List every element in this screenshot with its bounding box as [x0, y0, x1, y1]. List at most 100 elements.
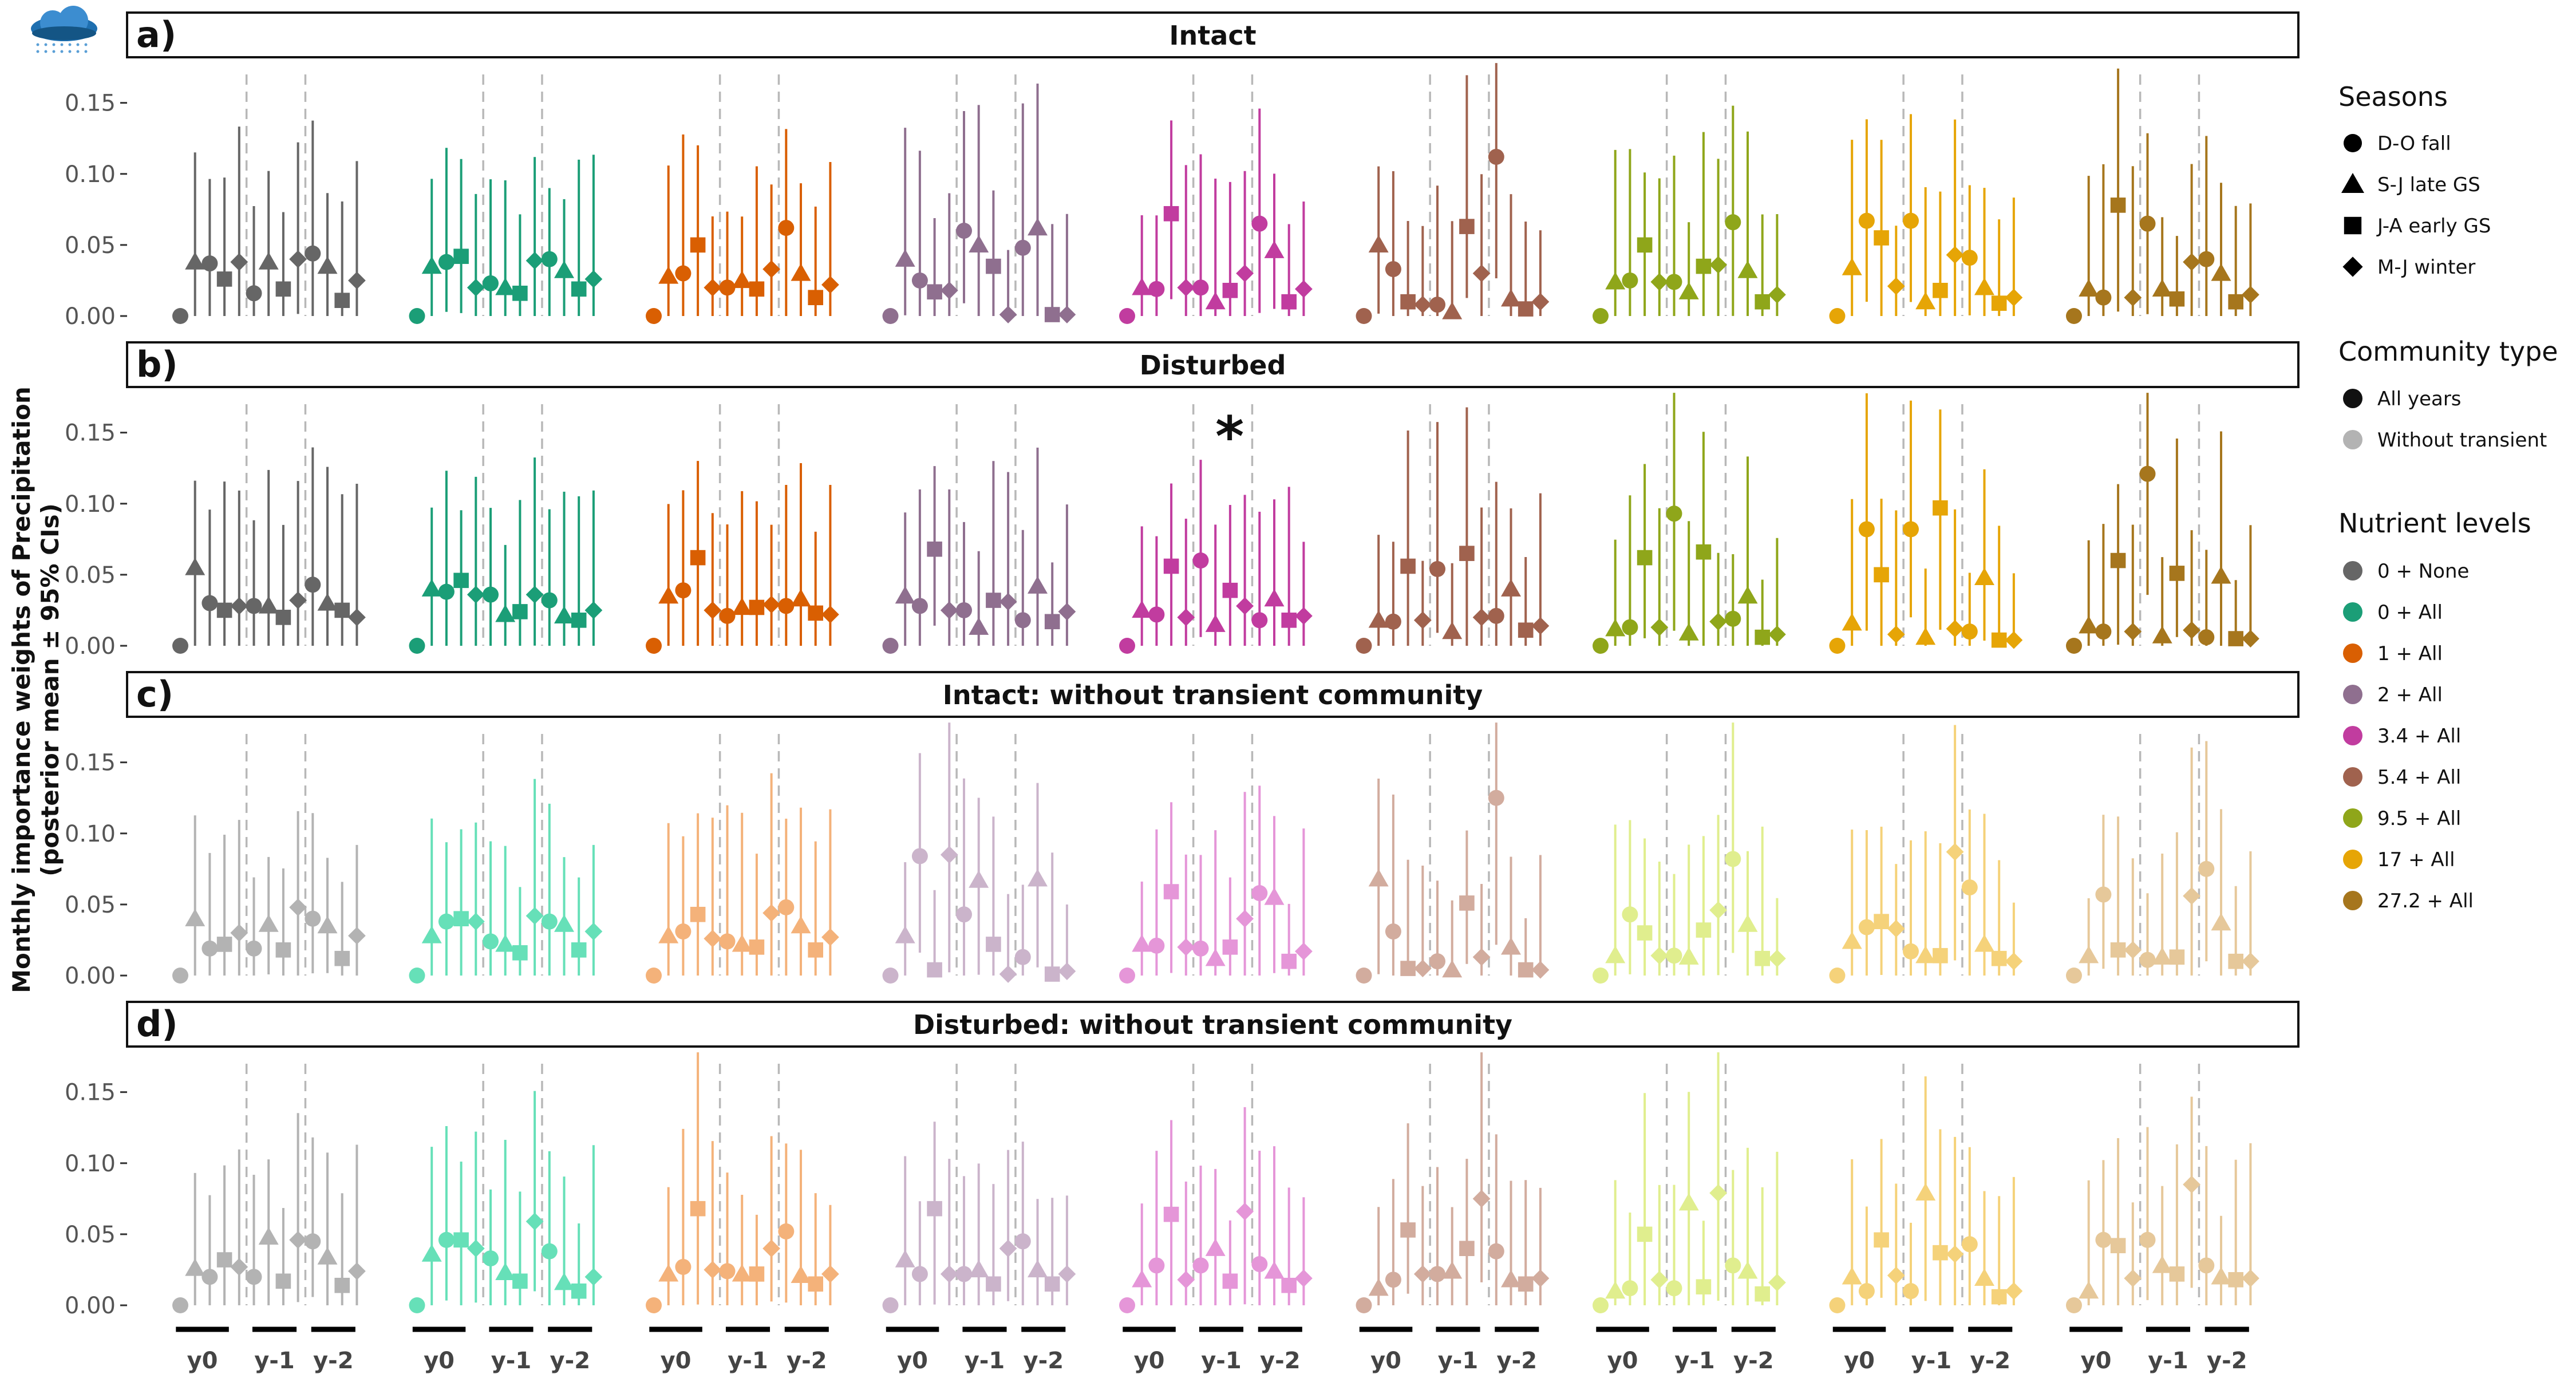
panel-title: Disturbed [1140, 350, 1286, 381]
point-circle [1148, 606, 1165, 623]
point-circle [483, 1250, 499, 1267]
point-square [986, 593, 1001, 608]
group-3-4-all [1119, 734, 1313, 984]
point-triangle [791, 263, 811, 281]
panels: a) Intact 0.00 0.05 0.10 0.15 b) Disturbed 0.00 0… [65, 11, 2300, 1319]
point-diamond [704, 1261, 722, 1279]
point-square [571, 1283, 587, 1299]
point-square [690, 237, 706, 253]
point-diamond [999, 1239, 1017, 1258]
point-circle [1385, 613, 1401, 630]
point-square [512, 285, 528, 301]
point-triangle [1842, 613, 1862, 631]
legend-key-diamond [2342, 256, 2363, 277]
point-diamond [467, 278, 485, 297]
point-diamond [2183, 1175, 2200, 1194]
point-diamond [1295, 942, 1313, 961]
point-triangle [1501, 937, 1521, 955]
point-square [986, 1276, 1001, 1292]
group-1-all [646, 74, 839, 324]
point-triangle [1205, 614, 1226, 632]
point-circle [1903, 943, 1919, 960]
rain-drop [60, 50, 64, 53]
point-diamond [2124, 622, 2142, 641]
point-circle [1119, 1297, 1135, 1313]
point-diamond [289, 1231, 307, 1249]
point-triangle [317, 593, 338, 611]
point-square [1637, 1226, 1653, 1242]
point-circle [1356, 308, 1372, 324]
group-0-none [172, 74, 366, 324]
point-circle [202, 940, 218, 957]
point-circle [172, 968, 188, 984]
point-circle [882, 1297, 899, 1313]
x-tick-label: y0 [661, 1348, 692, 1374]
legend-label: M-J winter [2377, 256, 2475, 279]
point-circle [2198, 251, 2215, 267]
point-triangle [2079, 279, 2099, 297]
point-diamond [1058, 306, 1076, 323]
point-triangle [1442, 1261, 1463, 1279]
point-square [1044, 1276, 1060, 1292]
point-triangle [1678, 623, 1699, 641]
point-circle [646, 1297, 662, 1313]
point-triangle [1501, 1269, 1521, 1288]
point-diamond [1472, 1190, 1491, 1208]
point-square [1696, 1279, 1712, 1295]
group-27-2-all [2066, 1064, 2259, 1313]
y-tick-label: 0.10 [65, 161, 116, 188]
point-square [2228, 631, 2243, 646]
x-tick-label: y-2 [1733, 1348, 1774, 1374]
point-diamond [230, 924, 248, 942]
x-tick-label: y-2 [550, 1348, 591, 1374]
legend-label: 2 + All [2377, 684, 2443, 706]
point-circle [483, 933, 499, 950]
point-square [1400, 294, 1416, 310]
x-tick-label: y-2 [313, 1348, 354, 1374]
point-diamond [762, 595, 780, 614]
x-tick-label: y-1 [254, 1348, 295, 1374]
point-circle [1119, 968, 1135, 984]
point-square [690, 906, 706, 922]
point-diamond [1946, 1245, 1964, 1264]
point-diamond [289, 591, 307, 609]
point-triangle [421, 579, 442, 597]
point-square [1400, 1222, 1416, 1238]
point-triangle [732, 270, 752, 289]
point-triangle [554, 1272, 574, 1290]
group-0-none [172, 404, 366, 654]
point-triangle [2211, 1266, 2231, 1285]
point-circle [1858, 212, 1875, 229]
point-diamond [2242, 286, 2259, 304]
point-triangle [969, 870, 989, 888]
rain-cloud-icon [31, 6, 97, 53]
point-circle [2139, 215, 2156, 232]
point-circle [1356, 638, 1372, 654]
point-triangle [258, 1227, 279, 1245]
point-triangle [185, 909, 206, 926]
point-square [1400, 558, 1416, 574]
point-square [275, 281, 291, 297]
point-diamond [1887, 1266, 1905, 1285]
point-circle [1488, 607, 1504, 624]
x-tick-label: y-1 [965, 1348, 1005, 1374]
seasons-legend-title: Seasons [2338, 81, 2448, 112]
point-triangle [1678, 1193, 1699, 1211]
y-tick-label: 0.10 [65, 821, 116, 847]
point-square [1874, 230, 1889, 246]
point-diamond [2242, 952, 2259, 970]
point-square [1222, 582, 1238, 598]
group-3-4-all [1119, 74, 1313, 324]
point-circle [1192, 940, 1209, 957]
point-square [986, 258, 1001, 274]
point-circle [1829, 968, 1846, 984]
point-diamond [1946, 843, 1964, 861]
point-diamond [2005, 631, 2023, 649]
point-circle [2198, 860, 2215, 877]
point-diamond [1650, 273, 1669, 291]
point-diamond [1177, 278, 1195, 297]
point-circle [911, 272, 928, 289]
point-diamond [2183, 887, 2200, 905]
point-triangle [1132, 934, 1152, 952]
point-square [1222, 939, 1238, 955]
